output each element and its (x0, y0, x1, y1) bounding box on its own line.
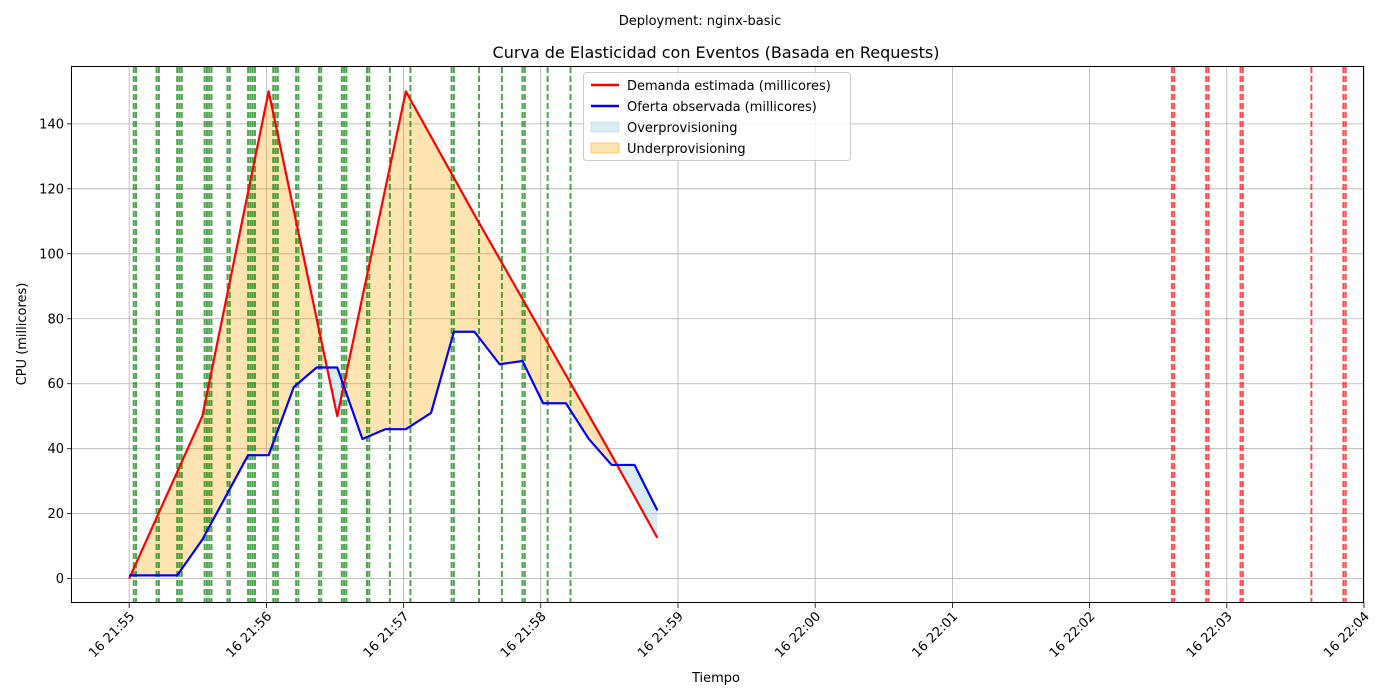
legend-box (583, 72, 851, 161)
underprovisioning-area (152, 472, 178, 576)
overprovisioning-area (634, 464, 658, 539)
legend-label: Overprovisioning (627, 121, 738, 136)
x-tick-label: 16 22:04 (1321, 609, 1373, 661)
demand-line (128, 90, 659, 580)
underprovisioning-area (293, 210, 317, 387)
legend-label: Demanda estimada (millicores) (627, 79, 831, 94)
legend-patch-swatch (590, 121, 620, 133)
x-axis-label: Tiempo (691, 671, 740, 686)
underprovisioning-area (343, 297, 363, 439)
chart-title: Curva de Elasticidad con Eventos (Basada… (493, 43, 940, 62)
x-tick-label: 16 22:01 (909, 609, 961, 661)
x-tick-label: 16 21:59 (635, 609, 687, 661)
y-tick-label: 100 (39, 247, 64, 262)
x-tick-label: 16 21:58 (498, 609, 550, 661)
underprovisioning-area (588, 415, 612, 465)
underprovisioning-area (543, 335, 566, 404)
underprovisioning-area (202, 304, 226, 540)
x-axis-ticks: 16 21:55 16 21:56 16 21:57 16 21:58 16 21:59… (86, 603, 1373, 661)
legend-patch-swatch (590, 142, 620, 154)
legend-label: Underprovisioning (627, 142, 746, 157)
x-tick-label: 16 22:03 (1184, 609, 1236, 661)
y-tick-label: 140 (39, 117, 64, 132)
underprovisioning-area (362, 188, 386, 439)
provisioning-fills (129, 91, 658, 579)
y-tick-label: 0 (56, 572, 64, 587)
x-tick-label: 16 22:00 (772, 609, 824, 661)
x-tick-label: 16 21:56 (223, 609, 275, 661)
series-lines (128, 90, 659, 580)
y-tick-label: 20 (47, 507, 64, 522)
event-lines (132, 67, 1347, 603)
underprovisioning-area (453, 177, 475, 332)
underprovisioning-area (431, 136, 454, 413)
x-tick-label: 16 21:57 (361, 609, 413, 661)
underprovisioning-area (177, 416, 203, 576)
y-tick-label: 40 (47, 442, 64, 457)
underprovisioning-area (225, 192, 249, 498)
underprovisioning-area (405, 91, 432, 430)
underprovisioning-area (474, 214, 500, 365)
x-tick-label: 16 21:55 (86, 609, 138, 661)
legend-label: Oferta observada (millicores) (627, 100, 817, 115)
x-tick-label: 16 22:02 (1047, 609, 1099, 661)
y-tick-label: 120 (39, 182, 64, 197)
y-tick-label: 80 (47, 312, 64, 327)
underprovisioning-area (522, 298, 544, 404)
y-axis-label: CPU (millicores) (15, 283, 30, 386)
underprovisioning-area (499, 258, 523, 365)
y-axis-ticks: 0 20 40 60 80 100 120 140 (39, 117, 72, 587)
underprovisioning-area (565, 375, 589, 439)
deployment-suptitle: Deployment: nginx-basic (619, 14, 782, 29)
legend: Demanda estimada (millicores) Oferta obse… (583, 72, 851, 161)
supply-line (129, 330, 659, 577)
plot-frame (71, 66, 1364, 603)
y-tick-label: 60 (47, 377, 64, 392)
